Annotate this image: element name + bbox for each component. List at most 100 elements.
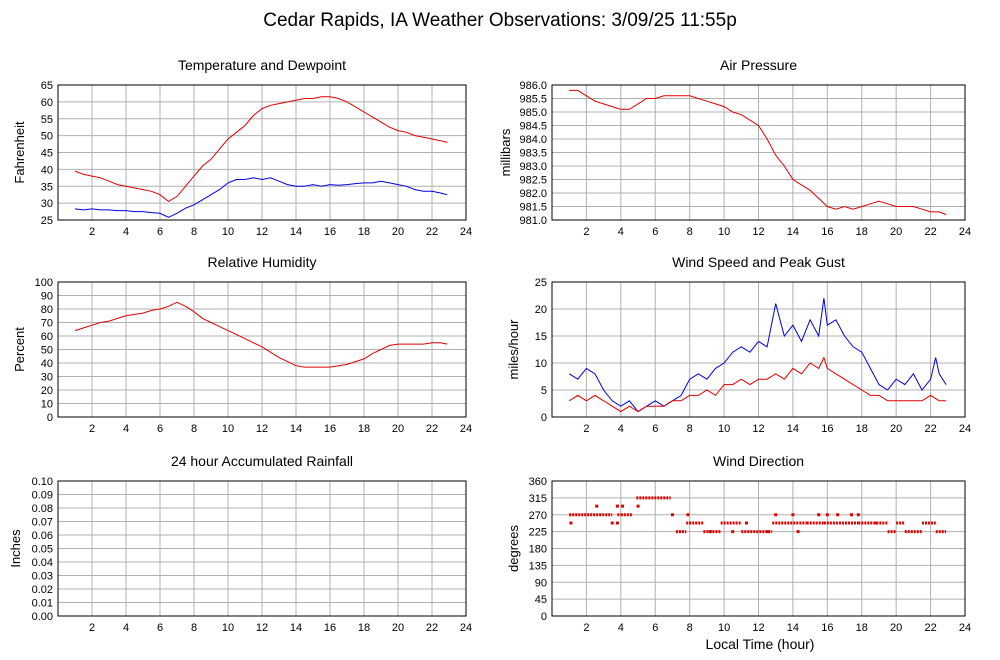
direction-point: [796, 530, 800, 534]
direction-point: [836, 513, 840, 517]
series-line-0: [568, 298, 947, 413]
y-tick-label: 270: [529, 510, 547, 522]
y-tick-label: 983.5: [519, 148, 547, 160]
y-tick-label: 0.01: [32, 598, 53, 610]
y-tick-label: 986.0: [519, 80, 547, 92]
chart-title: Wind Direction: [713, 453, 804, 469]
y-axis-label: Fahrenheit: [12, 121, 27, 184]
direction-point: [731, 530, 735, 534]
x-tick-label: 2: [89, 622, 95, 634]
chart-temp: 2 4 6 8 10 12 14 16 18 20 22 24253035404550556065Te…: [12, 57, 472, 238]
x-tick-label: 4: [618, 226, 624, 238]
y-tick-label: 0.10: [32, 476, 53, 488]
x-tick-label: 22: [924, 423, 936, 435]
x-tick-label: 18: [856, 423, 868, 435]
y-tick-label: 0.09: [32, 490, 53, 502]
x-tick-label: 6: [652, 622, 658, 634]
x-tick-label: 6: [157, 226, 163, 238]
y-axis-label: Inches: [8, 529, 23, 568]
x-tick-label: 18: [358, 423, 370, 435]
series-line-1: [568, 356, 947, 413]
x-tick-label: 24: [460, 423, 472, 435]
chart-rain: 2 4 6 8 10 12 14 16 18 20 22 240.000.010.020.030.04…: [8, 453, 472, 634]
chart-direction: 2 4 6 8 10 12 14 16 18 20 22 2404590135180225270315…: [506, 453, 971, 634]
y-axis-label: Percent: [12, 327, 27, 372]
y-tick-label: 982.5: [519, 175, 547, 187]
y-tick-label: 50: [41, 345, 53, 357]
y-tick-label: 0.04: [32, 557, 53, 569]
chart-title: 24 hour Accumulated Rainfall: [171, 453, 353, 469]
x-tick-label: 18: [856, 622, 868, 634]
global-x-axis-label: Local Time (hour): [705, 636, 815, 652]
y-tick-label: 0.00: [32, 611, 53, 623]
y-tick-label: 25: [535, 277, 547, 289]
y-tick-label: 0.08: [32, 503, 53, 515]
y-tick-label: 90: [535, 577, 547, 589]
y-tick-label: 90: [41, 291, 53, 303]
series-line-0: [74, 301, 448, 368]
y-axis-label: millibars: [498, 128, 513, 176]
plot-frame: [551, 480, 966, 617]
direction-point: [615, 521, 619, 525]
y-tick-label: 15: [535, 331, 547, 343]
y-tick-label: 0: [541, 611, 547, 623]
direction-point: [610, 521, 614, 525]
y-tick-label: 65: [41, 80, 53, 92]
chart-title: Air Pressure: [720, 57, 797, 73]
x-tick-label: 8: [687, 226, 693, 238]
x-tick-label: 14: [787, 423, 799, 435]
y-tick-label: 25: [41, 215, 53, 227]
chart-pressure: 2 4 6 8 10 12 14 16 18 20 22 24981.0981.5982.0982.5…: [498, 57, 971, 238]
y-tick-label: 45: [535, 594, 547, 606]
x-tick-label: 18: [358, 226, 370, 238]
x-tick-label: 24: [460, 226, 472, 238]
y-tick-label: 180: [529, 544, 547, 556]
y-axis-label: miles/hour: [506, 319, 521, 380]
y-tick-label: 60: [41, 331, 53, 343]
x-tick-label: 4: [123, 423, 129, 435]
y-tick-label: 984.0: [519, 134, 547, 146]
x-tick-label: 20: [890, 622, 902, 634]
y-tick-label: 5: [541, 385, 547, 397]
direction-point: [615, 504, 619, 508]
plot-frame: [551, 84, 966, 221]
x-tick-label: 24: [959, 226, 971, 238]
x-tick-label: 14: [787, 622, 799, 634]
x-tick-label: 20: [392, 226, 404, 238]
direction-point: [791, 513, 795, 517]
chart-title: Relative Humidity: [208, 254, 317, 270]
y-tick-label: 45: [41, 148, 53, 160]
chart-title: Temperature and Dewpoint: [178, 57, 346, 73]
x-tick-label: 20: [392, 622, 404, 634]
x-tick-label: 16: [324, 622, 336, 634]
y-tick-label: 985.0: [519, 107, 547, 119]
series-line-1: [74, 177, 448, 218]
x-tick-label: 16: [324, 423, 336, 435]
y-tick-label: 10: [41, 399, 53, 411]
x-tick-label: 4: [618, 423, 624, 435]
x-tick-label: 22: [426, 423, 438, 435]
y-tick-label: 60: [41, 97, 53, 109]
y-tick-label: 40: [41, 358, 53, 370]
x-tick-label: 22: [924, 622, 936, 634]
direction-point: [708, 530, 712, 534]
x-tick-label: 24: [959, 423, 971, 435]
x-tick-label: 22: [426, 622, 438, 634]
x-tick-label: 4: [123, 622, 129, 634]
y-tick-label: 20: [535, 304, 547, 316]
y-tick-label: 981.5: [519, 202, 547, 214]
x-tick-label: 10: [718, 226, 730, 238]
direction-point: [744, 521, 748, 525]
y-tick-label: 981.0: [519, 215, 547, 227]
x-tick-label: 2: [583, 226, 589, 238]
y-tick-label: 983.0: [519, 161, 547, 173]
direction-point: [636, 504, 640, 508]
x-tick-label: 16: [821, 423, 833, 435]
x-tick-label: 24: [460, 622, 472, 634]
x-tick-label: 18: [358, 622, 370, 634]
x-tick-label: 6: [157, 423, 163, 435]
chart-humidity: 2 4 6 8 10 12 14 16 18 20 22 2401020304050607080901…: [12, 254, 472, 435]
x-tick-label: 16: [821, 622, 833, 634]
x-tick-label: 16: [821, 226, 833, 238]
